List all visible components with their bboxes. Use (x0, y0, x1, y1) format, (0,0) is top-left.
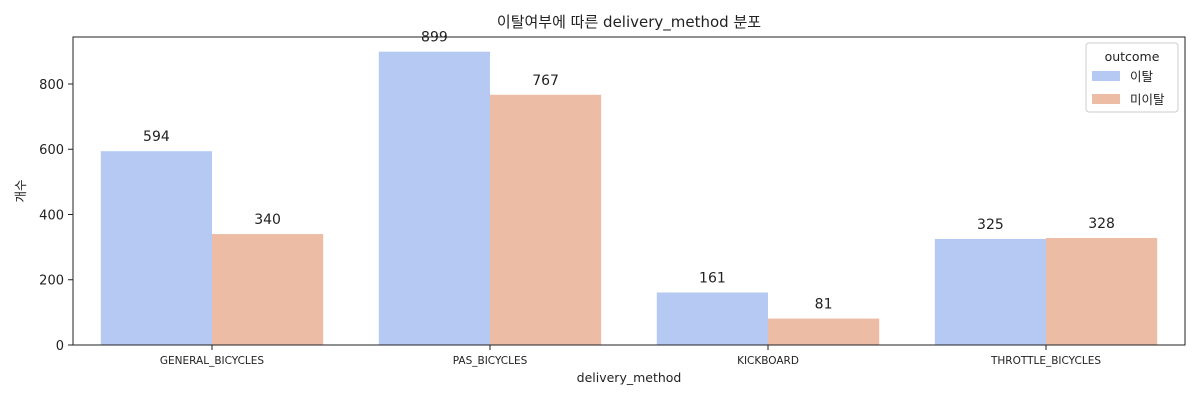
data-label: 767 (532, 73, 559, 89)
bar-미이탈-KICKBOARD (768, 318, 880, 345)
legend-label: 미이탈 (1130, 92, 1165, 107)
data-label: 340 (254, 212, 281, 228)
chart-title: 이탈여부에 따른 delivery_method 분포 (497, 13, 761, 32)
data-label: 328 (1088, 216, 1115, 232)
data-label: 81 (815, 297, 833, 313)
y-tick-label: 0 (56, 339, 64, 354)
bar-미이탈-THROTTLE_BICYCLES (1046, 237, 1158, 345)
bar-이탈-THROTTLE_BICYCLES (934, 238, 1046, 345)
y-tick-label: 600 (39, 143, 64, 158)
bar-미이탈-GENERAL_BICYCLES (212, 234, 324, 345)
data-label: 325 (977, 217, 1004, 233)
x-axis: GENERAL_BICYCLES PAS_BICYCLES KICKBOARD THR… (160, 345, 1101, 367)
data-label: 594 (143, 129, 170, 145)
legend-label: 이탈 (1130, 69, 1154, 84)
y-tick-label: 800 (39, 78, 64, 93)
legend-title: outcome (1105, 49, 1160, 64)
y-axis-label: 개수 (13, 179, 28, 202)
plot-frame (72, 36, 1186, 346)
legend-swatch (1092, 71, 1120, 81)
plot-area: 594 340 899 767 161 81 325 328 (100, 30, 1158, 346)
x-tick-label: PAS_BICYCLES (453, 355, 528, 367)
x-tick-label: GENERAL_BICYCLES (160, 355, 265, 367)
data-label: 899 (421, 30, 448, 46)
legend-swatch (1092, 94, 1120, 104)
bar-이탈-KICKBOARD (656, 292, 768, 345)
bar-이탈-GENERAL_BICYCLES (100, 151, 212, 345)
x-tick-label: THROTTLE_BICYCLES (990, 355, 1101, 367)
x-tick-label: KICKBOARD (737, 355, 799, 367)
x-axis-label: delivery_method (577, 370, 682, 385)
bar-이탈-PAS_BICYCLES (378, 51, 490, 346)
data-label: 161 (699, 270, 726, 286)
bar-미이탈-PAS_BICYCLES (490, 94, 602, 345)
y-axis: 0 200 400 600 800 (39, 78, 73, 354)
y-tick-label: 200 (39, 274, 64, 289)
y-tick-label: 400 (39, 208, 64, 223)
